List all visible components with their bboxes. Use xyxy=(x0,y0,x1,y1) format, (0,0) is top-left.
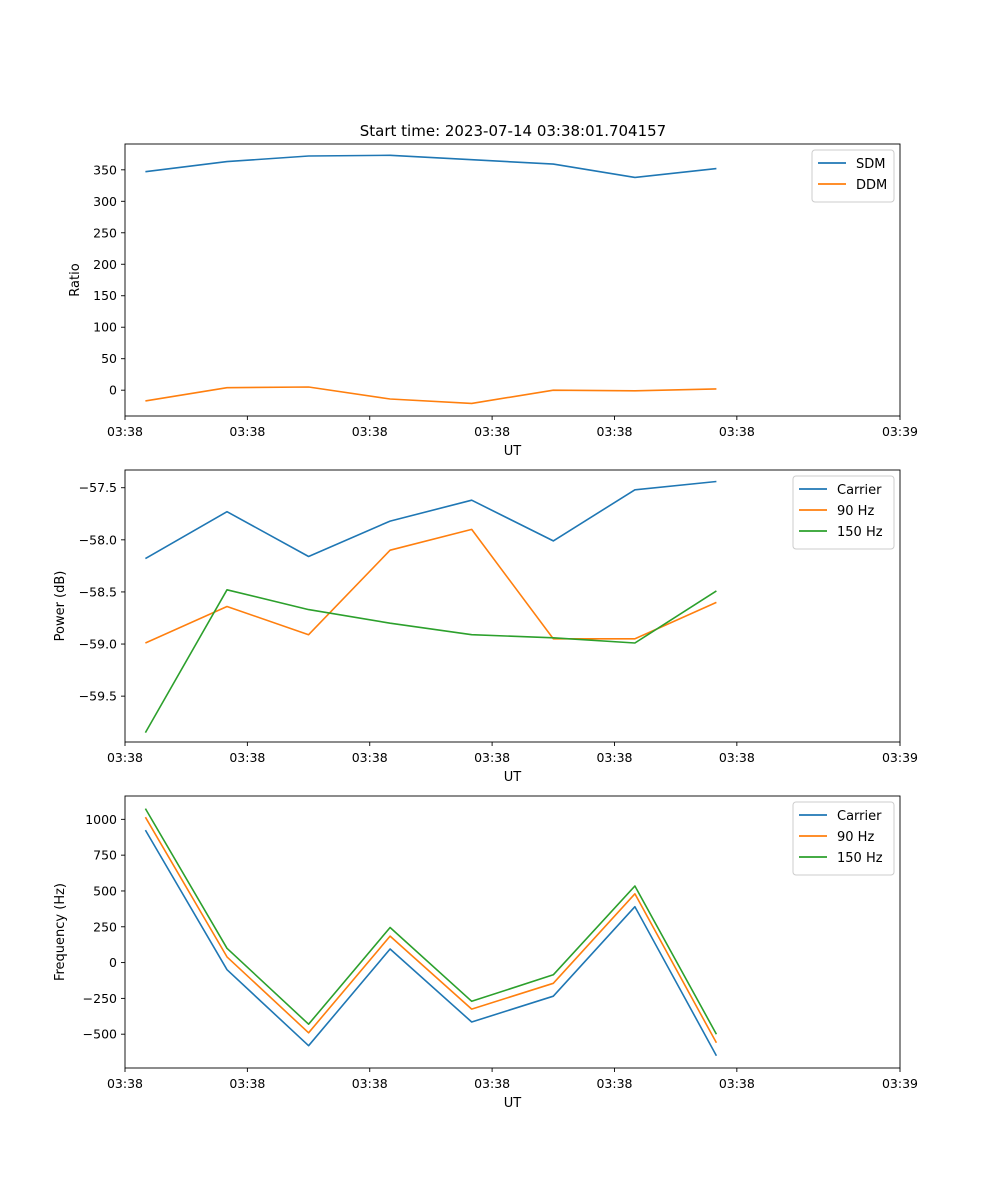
series-line-150-hz xyxy=(144,588,717,733)
y-tick-label: 100 xyxy=(93,320,117,335)
x-tick-label: 03:38 xyxy=(474,750,510,765)
axes-frame xyxy=(124,795,901,1069)
y-tick-label: 300 xyxy=(93,194,117,209)
series-line-sdm xyxy=(145,154,717,179)
y-tick-label: 500 xyxy=(93,883,117,898)
x-axis-label: UT xyxy=(504,444,522,459)
chart-panel-3: 03:38 03:38 03:38 03:38 03:38 03:38 03:39 −500 −… xyxy=(53,795,918,1111)
chart-panel-2: 03:38 03:38 03:38 03:38 03:38 03:38 03:39 −59.5… xyxy=(53,469,918,785)
y-tick-label: −500 xyxy=(83,1027,117,1042)
series-line-carrier xyxy=(145,480,717,560)
panels: 03:38 03:38 03:38 03:38 03:38 03:38 03:39 0 50 10… xyxy=(53,143,918,1111)
x-tick-label: 03:38 xyxy=(596,424,632,439)
legend-label: 150 Hz xyxy=(837,851,883,866)
x-tick-label: 03:38 xyxy=(229,1076,265,1091)
y-tick-label: −59.5 xyxy=(79,689,117,704)
x-axis-label: UT xyxy=(504,770,522,785)
y-tick-label: 0 xyxy=(109,383,117,398)
legend: Carrier 90 Hz 150 Hz xyxy=(792,801,895,876)
y-axis-label: Ratio xyxy=(68,263,83,296)
x-tick-label: 03:38 xyxy=(719,1076,755,1091)
x-tick-label: 03:38 xyxy=(474,424,510,439)
x-tick-label: 03:38 xyxy=(107,750,143,765)
series-line-ddm xyxy=(145,386,717,405)
figure-title: Start time: 2023-07-14 03:38:01.704157 xyxy=(360,122,666,140)
x-tick-label: 03:38 xyxy=(719,750,755,765)
series-line-90-hz xyxy=(145,528,717,644)
legend: SDM DDM xyxy=(811,149,895,203)
x-axis-label: UT xyxy=(504,1096,522,1111)
y-tick-label: −59.0 xyxy=(79,637,117,652)
series-line-150-hz xyxy=(144,808,718,1035)
x-tick-label: 03:38 xyxy=(352,424,388,439)
y-tick-label: 150 xyxy=(93,288,117,303)
series-line-90-hz xyxy=(144,816,718,1044)
y-tick-label: 250 xyxy=(93,225,117,240)
legend-label: Carrier xyxy=(837,483,882,498)
x-tick-label: 03:39 xyxy=(882,750,918,765)
x-tick-label: 03:38 xyxy=(229,750,265,765)
legend-label: SDM xyxy=(856,157,885,172)
y-tick-label: 350 xyxy=(93,162,117,177)
y-axis-label: Frequency (Hz) xyxy=(53,883,68,981)
y-tick-label: 50 xyxy=(101,351,117,366)
legend: Carrier 90 Hz 150 Hz xyxy=(792,475,895,550)
x-tick-label: 03:38 xyxy=(352,1076,388,1091)
legend-label: DDM xyxy=(856,178,887,193)
y-tick-label: 200 xyxy=(93,257,117,272)
chart-panel-1: 03:38 03:38 03:38 03:38 03:38 03:38 03:39 0 50 10… xyxy=(68,143,918,459)
y-tick-label: −58.5 xyxy=(79,584,117,599)
x-tick-label: 03:38 xyxy=(107,424,143,439)
x-tick-label: 03:38 xyxy=(596,1076,632,1091)
x-tick-label: 03:38 xyxy=(107,1076,143,1091)
y-tick-label: 750 xyxy=(93,848,117,863)
x-tick-label: 03:39 xyxy=(882,424,918,439)
x-tick-label: 03:38 xyxy=(229,424,265,439)
legend-label: 90 Hz xyxy=(837,504,874,519)
y-tick-label: −250 xyxy=(83,991,117,1006)
legend-label: 90 Hz xyxy=(837,830,874,845)
y-tick-label: 0 xyxy=(109,955,117,970)
series-line-carrier xyxy=(144,829,718,1057)
x-tick-label: 03:38 xyxy=(596,750,632,765)
axes-frame xyxy=(124,469,901,743)
y-axis-label: Power (dB) xyxy=(53,571,68,642)
axes-frame xyxy=(124,143,901,417)
x-tick-label: 03:38 xyxy=(474,1076,510,1091)
x-tick-label: 03:38 xyxy=(719,424,755,439)
y-tick-label: 1000 xyxy=(85,812,117,827)
y-tick-label: −57.5 xyxy=(79,480,117,495)
y-tick-label: 250 xyxy=(93,919,117,934)
x-tick-label: 03:38 xyxy=(352,750,388,765)
x-tick-label: 03:39 xyxy=(882,1076,918,1091)
legend-label: Carrier xyxy=(837,809,882,824)
legend-label: 150 Hz xyxy=(837,525,883,540)
y-tick-label: −58.0 xyxy=(79,532,117,547)
